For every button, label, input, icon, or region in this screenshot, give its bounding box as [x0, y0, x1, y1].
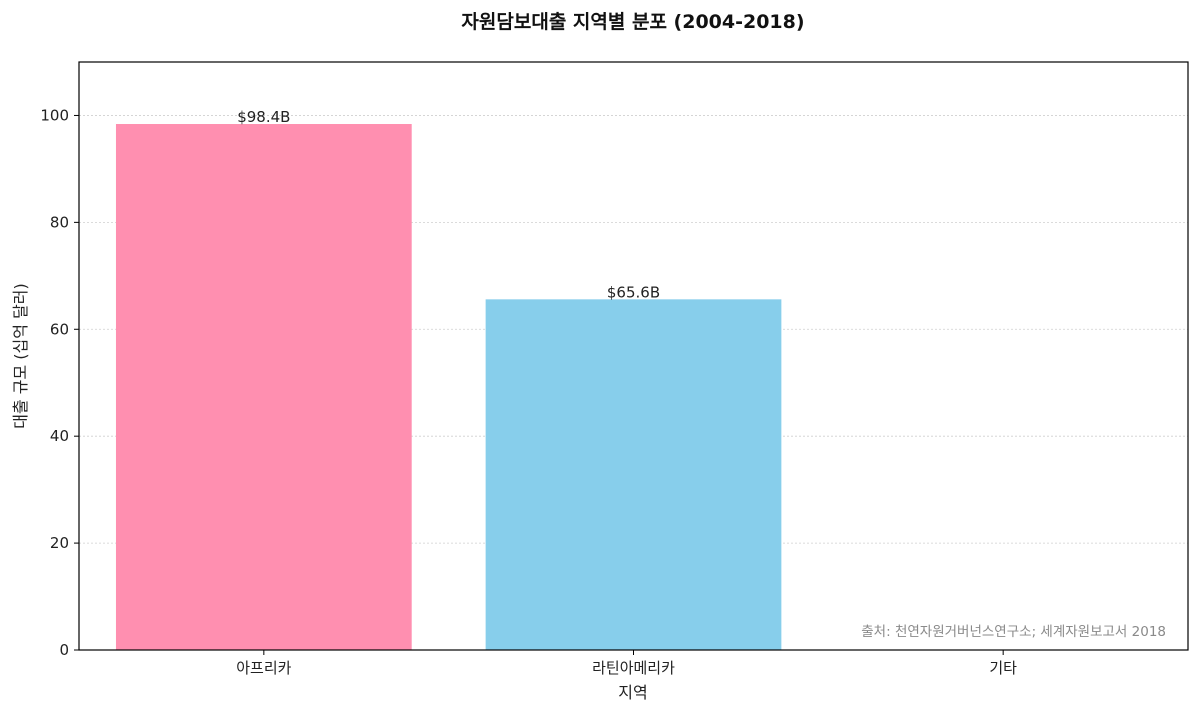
bar-2: [485, 299, 782, 650]
bars: [115, 124, 782, 651]
y-tick-label: 80: [50, 213, 69, 231]
data-label: $65.6B: [607, 283, 660, 301]
y-axis-label: 대출 규모 (십억 달러): [11, 283, 30, 429]
y-axis-ticks: 0 20 40 60 80 100: [40, 106, 79, 659]
y-tick-label: 0: [59, 641, 69, 659]
y-tick-label: 20: [50, 534, 69, 552]
y-tick-label: 100: [40, 106, 69, 124]
bar-1: [115, 124, 412, 651]
y-tick-label: 60: [50, 320, 69, 338]
chart-title: 자원담보대출 지역별 분포 (2004-2018): [461, 11, 804, 33]
x-tick-label: 아프리카: [236, 659, 291, 677]
y-tick-label: 40: [50, 427, 69, 445]
x-tick-label: 라틴아메리카: [592, 659, 675, 677]
x-axis-ticks: 아프리카 라틴아메리카 기타: [236, 650, 1017, 677]
x-tick-label: 기타: [989, 659, 1017, 677]
data-label: $98.4B: [237, 108, 290, 126]
source-annotation: 출처: 천연자원거버넌스연구소; 세계자원보고서 2018: [861, 624, 1166, 640]
x-axis-label: 지역: [618, 683, 647, 702]
data-labels: $98.4B $65.6B: [237, 108, 660, 301]
